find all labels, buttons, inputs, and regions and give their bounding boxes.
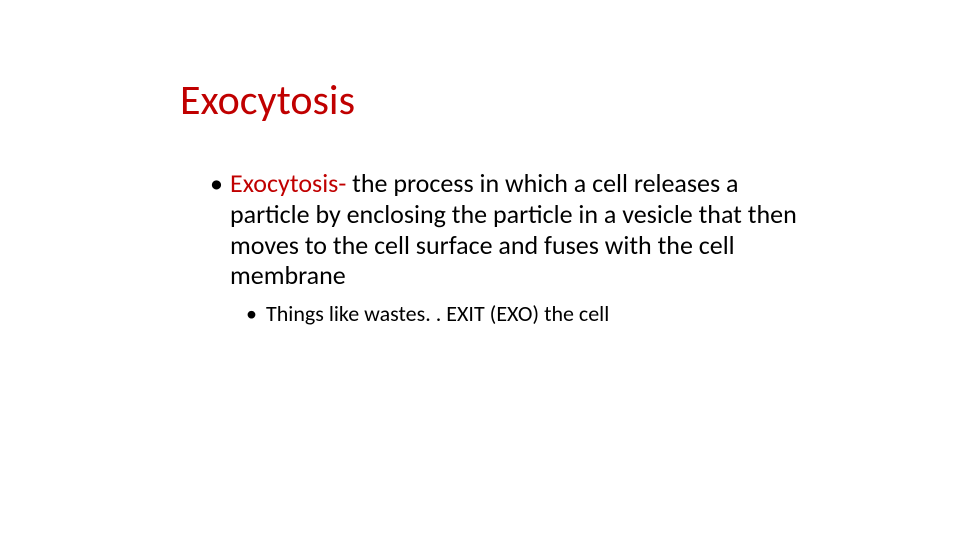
slide-container: Exocytosis Exocytosis- the process in wh… xyxy=(0,0,960,540)
term-highlight: Exocytosis- xyxy=(230,167,352,199)
slide-title: Exocytosis xyxy=(180,78,820,124)
bullet-item-1: Exocytosis- the process in which a cell … xyxy=(180,168,820,291)
bullet-item-2: Things like wastes. . EXIT (EXO) the cel… xyxy=(180,301,820,327)
